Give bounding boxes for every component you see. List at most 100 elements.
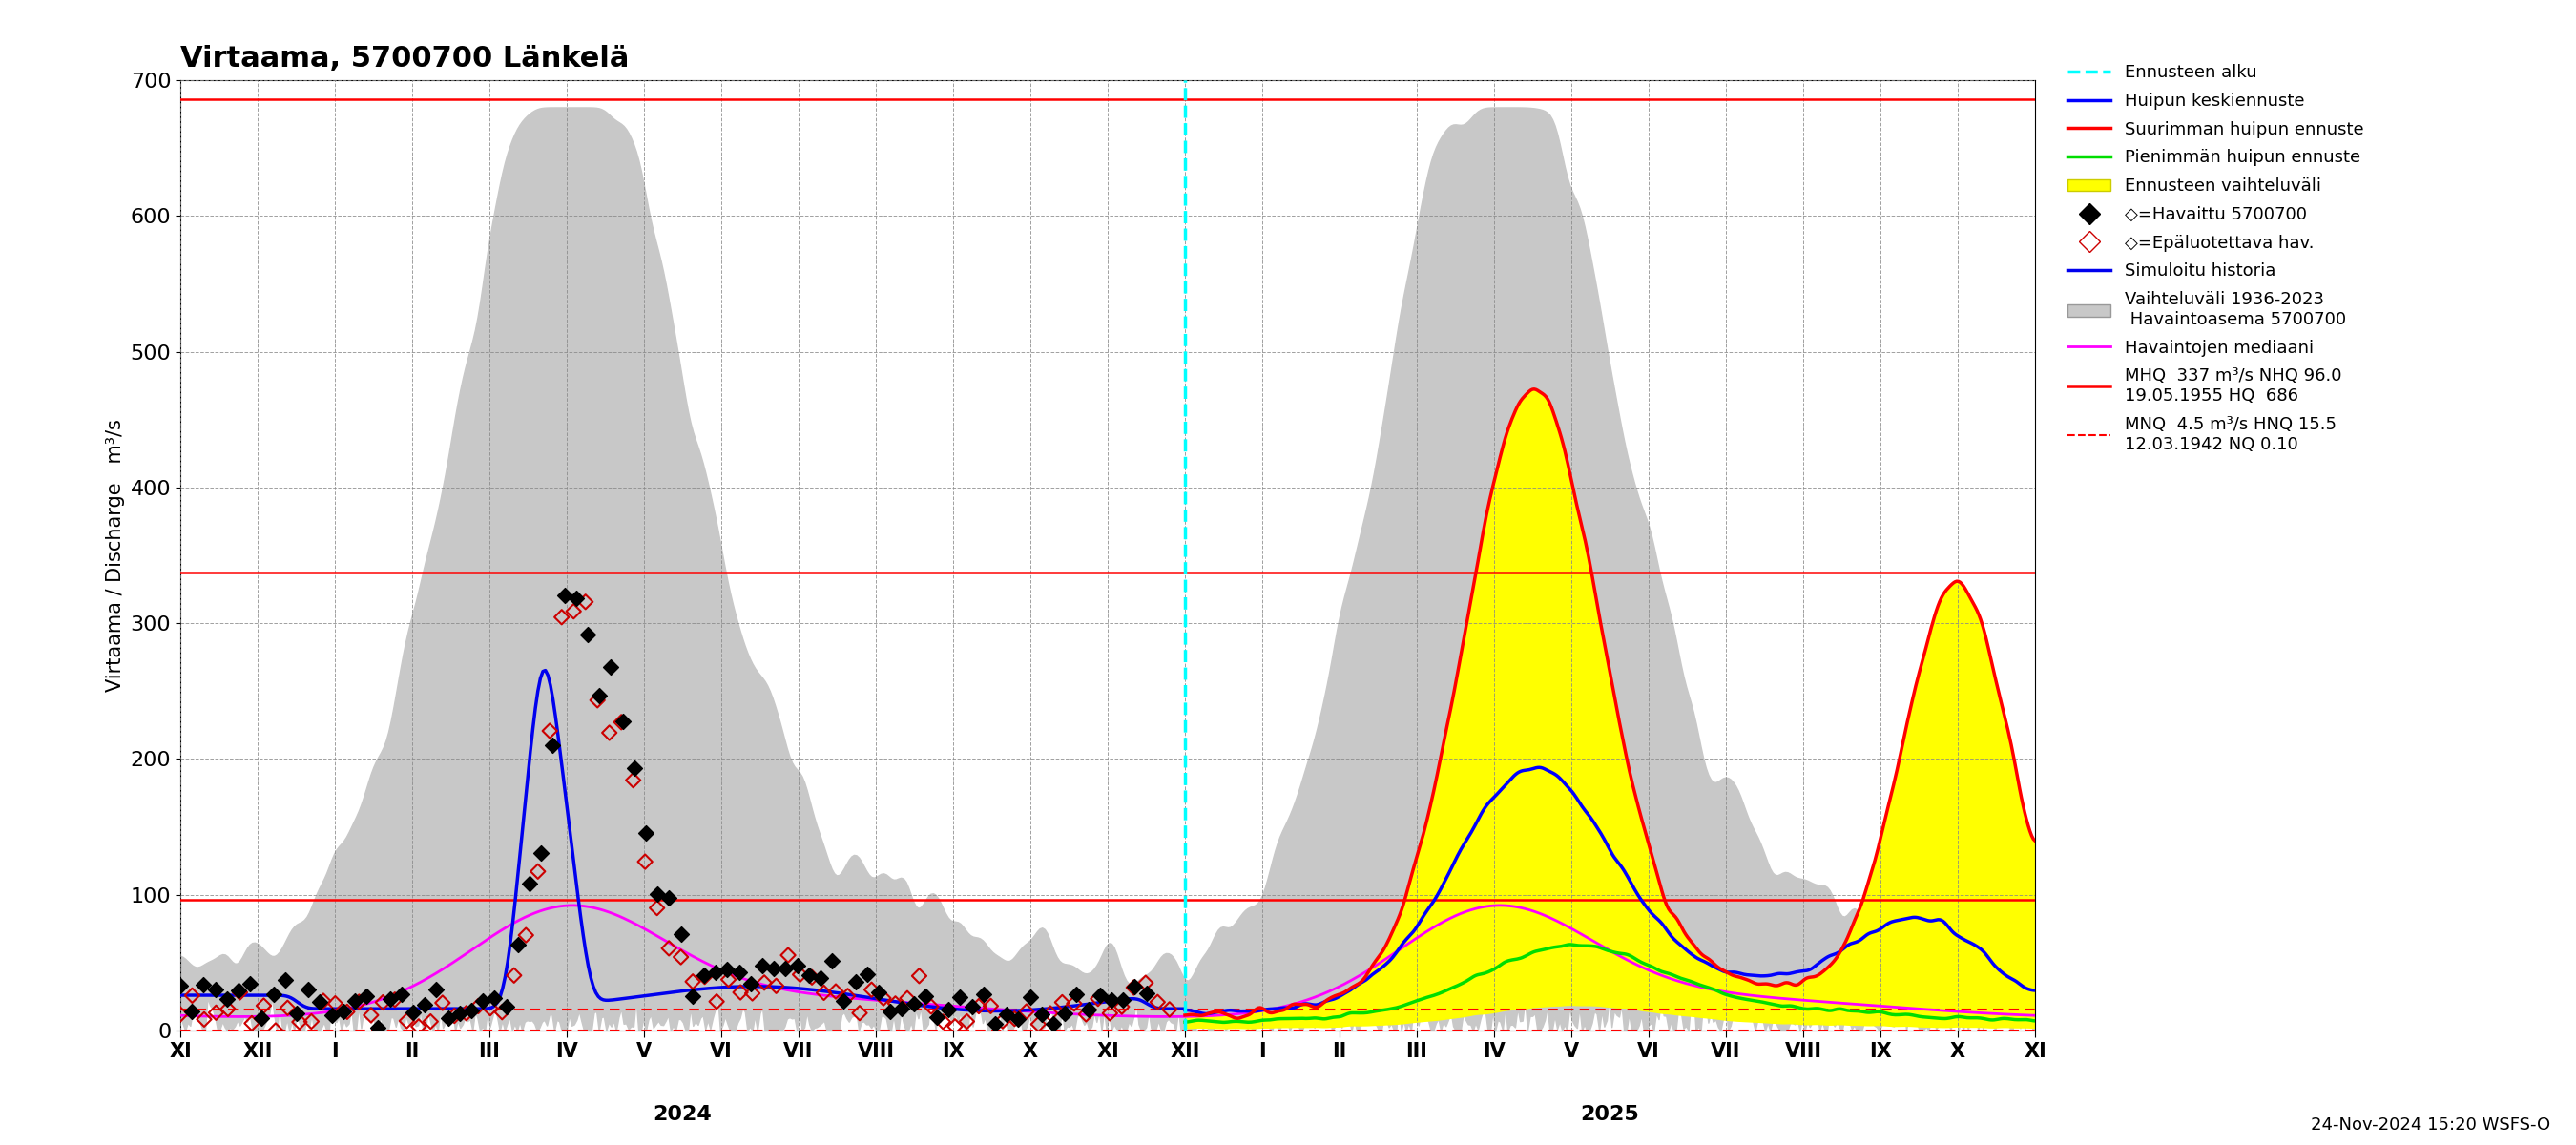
Point (1113, 978, 1154, 996)
Point (404, 996, 446, 1014)
Point (374, 990, 415, 1009)
Point (963, 985, 1005, 1003)
Point (474, 989, 515, 1008)
Point (1041, 993, 1082, 1011)
Point (729, 974, 770, 993)
Point (1126, 973, 1167, 992)
Point (278, 1013, 319, 1032)
Point (649, 939, 690, 957)
Point (811, 951, 853, 970)
Point (368, 990, 410, 1009)
Point (567, 626, 608, 645)
Point (1103, 990, 1144, 1009)
Point (242, 996, 283, 1014)
Point (1113, 978, 1154, 996)
Point (613, 759, 654, 777)
Point (322, 1002, 363, 1020)
Point (1018, 1016, 1059, 1034)
Point (487, 998, 528, 1017)
Point (219, 981, 260, 1000)
Point (410, 1012, 451, 1030)
Point (358, 1019, 399, 1037)
Point (899, 966, 940, 985)
Point (974, 1014, 1015, 1033)
Point (636, 899, 677, 917)
Point (894, 994, 935, 1012)
Point (824, 992, 866, 1010)
Point (1126, 985, 1167, 1003)
Point (708, 971, 750, 989)
Point (881, 1000, 922, 1018)
Point (755, 977, 796, 995)
Point (1066, 1005, 1108, 1024)
Point (459, 997, 500, 1016)
Point (1043, 1004, 1084, 1022)
Point (659, 925, 701, 943)
Point (981, 1012, 1023, 1030)
Point (590, 724, 631, 742)
Point (505, 926, 546, 945)
Point (446, 1004, 487, 1022)
Point (927, 1001, 969, 1019)
Point (337, 993, 379, 1011)
Point (327, 1003, 368, 1021)
Point (775, 956, 817, 974)
Point (917, 1008, 958, 1026)
Point (863, 989, 904, 1008)
Point (799, 969, 840, 987)
Text: Virtaama, 5700700 Länkelä: Virtaama, 5700700 Länkelä (180, 45, 629, 72)
Point (781, 965, 822, 984)
Point (636, 885, 677, 903)
Point (381, 985, 422, 1003)
Point (835, 973, 876, 992)
Point (482, 1003, 523, 1021)
Point (909, 997, 951, 1016)
Point (600, 713, 641, 732)
Point (219, 984, 260, 1002)
Text: 2024: 2024 (654, 1105, 711, 1124)
Point (850, 980, 891, 998)
Point (765, 960, 806, 978)
Point (461, 992, 502, 1010)
Point (1030, 1004, 1072, 1022)
Point (886, 989, 927, 1008)
Point (183, 1010, 224, 1028)
Point (314, 994, 355, 1012)
Y-axis label: Virtaama / Discharge   m³/s: Virtaama / Discharge m³/s (106, 419, 126, 692)
Point (345, 987, 386, 1005)
Point (768, 946, 809, 964)
Point (495, 966, 536, 985)
Point (1033, 1014, 1074, 1033)
Point (719, 964, 760, 982)
Point (265, 971, 307, 989)
Point (814, 982, 855, 1001)
Point (541, 608, 582, 626)
Point (696, 963, 737, 981)
Point (696, 993, 737, 1011)
Point (804, 984, 845, 1002)
Point (268, 998, 309, 1017)
Point (544, 586, 585, 605)
Point (173, 986, 214, 1004)
Point (304, 992, 345, 1010)
Point (1077, 989, 1118, 1008)
Point (603, 712, 644, 731)
Point (649, 889, 690, 907)
Point (528, 721, 569, 740)
Point (350, 1006, 392, 1025)
Point (1056, 985, 1097, 1003)
Point (876, 995, 917, 1013)
Point (312, 1006, 353, 1025)
Point (706, 960, 747, 978)
Point (299, 993, 340, 1011)
Point (399, 1018, 440, 1036)
Point (626, 823, 667, 842)
Point (788, 965, 829, 984)
Point (732, 985, 773, 1003)
Point (533, 736, 574, 755)
Point (518, 862, 559, 881)
Point (415, 980, 456, 998)
Point (196, 980, 237, 998)
Point (577, 692, 618, 710)
Point (940, 988, 981, 1006)
